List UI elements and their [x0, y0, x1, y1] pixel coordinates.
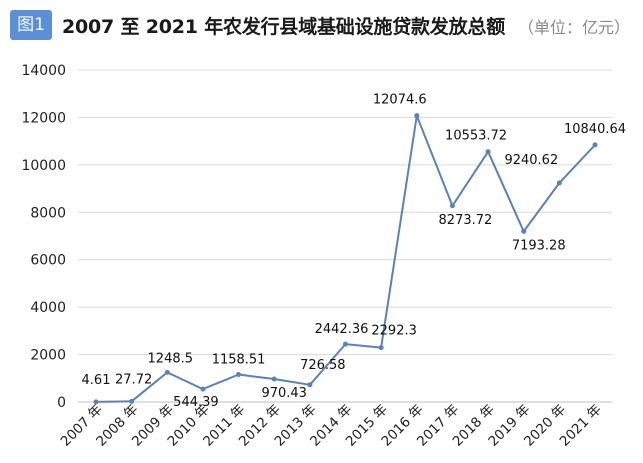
- y-tick-label: 2000: [30, 348, 66, 364]
- data-label: 2292.3: [371, 324, 417, 339]
- data-point: [236, 372, 242, 378]
- y-tick-label: 12000: [21, 110, 66, 126]
- data-point: [592, 142, 598, 148]
- data-label: 8273.72: [439, 213, 493, 228]
- y-tick-label: 6000: [30, 253, 66, 269]
- data-point: [129, 398, 135, 404]
- y-tick-label: 10000: [21, 158, 66, 174]
- data-point: [93, 399, 99, 405]
- data-point: [307, 382, 313, 388]
- figure-badge: 图1: [10, 10, 52, 40]
- data-label: 1158.51: [212, 353, 266, 368]
- data-point: [378, 345, 384, 351]
- y-tick-label: 8000: [30, 205, 66, 221]
- y-tick-label: 0: [57, 395, 66, 411]
- data-label: 2442.36: [315, 322, 369, 337]
- y-axis-ticks: 0 2000 4000 6000 8000 10000 12000 14000: [21, 63, 66, 411]
- data-point: [164, 369, 170, 375]
- data-point: [414, 113, 420, 119]
- data-label: 4.61: [82, 373, 111, 388]
- data-label: 726.58: [300, 358, 346, 373]
- data-point: [485, 149, 491, 155]
- data-label: 1248.5: [148, 351, 194, 366]
- y-tick-label: 14000: [21, 63, 66, 79]
- unit-label: （单位：亿元）: [518, 18, 631, 37]
- data-point: [271, 376, 277, 382]
- data-point: [200, 386, 206, 392]
- data-label: 9240.62: [504, 153, 558, 168]
- data-point: [521, 228, 527, 234]
- series-points: [93, 113, 598, 405]
- chart-title: 2007 至 2021 年农发行县域基础设施贷款发放总额: [62, 16, 506, 38]
- data-label: 12074.6: [373, 93, 427, 108]
- data-label: 544.39: [173, 395, 219, 410]
- data-point: [556, 180, 562, 186]
- data-point: [449, 203, 455, 209]
- grid-lines: [78, 69, 612, 403]
- data-label: 10840.64: [564, 122, 626, 137]
- y-tick-label: 4000: [30, 300, 66, 316]
- data-labels: 4.61 27.72 1248.5 544.39 1158.51 970.43 726.58…: [82, 93, 626, 410]
- chart-header: 图1 2007 至 2021 年农发行县域基础设施贷款发放总额 （单位：亿元）: [0, 0, 643, 52]
- data-label: 7193.28: [512, 238, 566, 253]
- data-label: 970.43: [261, 386, 307, 401]
- data-label: 10553.72: [445, 129, 507, 144]
- data-point: [343, 341, 348, 347]
- data-label: 27.72: [115, 372, 152, 387]
